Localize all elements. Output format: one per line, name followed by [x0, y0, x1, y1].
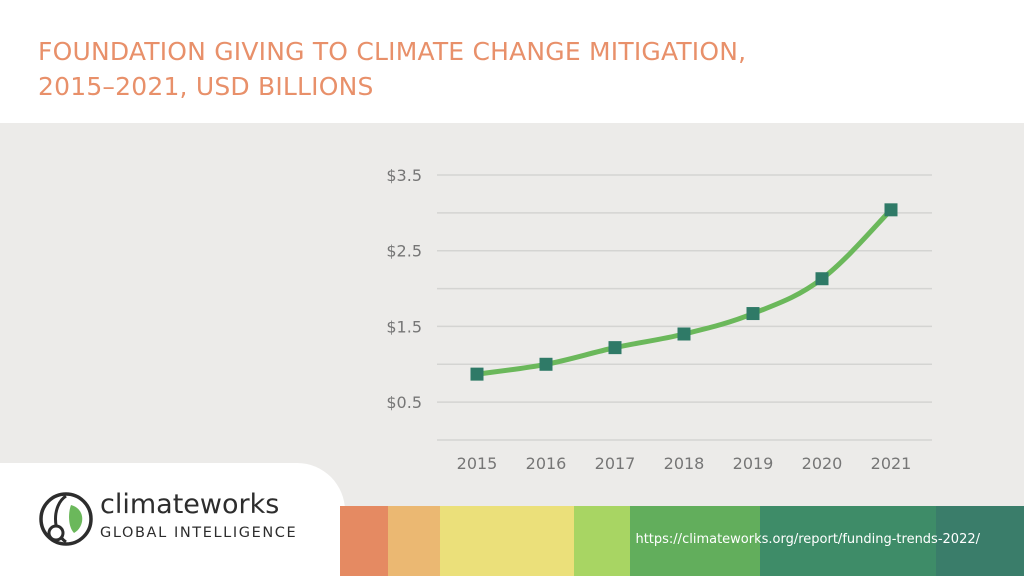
color-bar-segment: [340, 506, 388, 576]
color-bar-segment: [630, 506, 760, 576]
series-line: [474, 207, 894, 377]
color-bar-segment: [574, 506, 630, 576]
x-tick-label: 2017: [595, 454, 636, 473]
color-bar-segment: [388, 506, 440, 576]
climateworks-logo-icon: [39, 492, 93, 546]
chart-title-line-2: 2015–2021, USD BILLIONS: [38, 72, 374, 101]
y-tick-label: $0.5: [386, 393, 422, 412]
data-point-marker: [884, 203, 898, 217]
data-point-marker: [470, 367, 484, 381]
color-bar-segment: [440, 506, 574, 576]
line-chart: $3.5 $2.5 $1.5 $0.5 2015 2016 2017 2018 2019 2020…: [386, 166, 932, 473]
x-tick-label: 2019: [733, 454, 774, 473]
data-point-marker: [539, 357, 553, 371]
data-point-marker: [608, 341, 622, 355]
y-tick-label: $1.5: [386, 317, 422, 336]
x-tick-label: 2021: [871, 454, 912, 473]
color-bar-segment: [936, 506, 1024, 576]
y-tick-label: $3.5: [386, 166, 422, 185]
chart-title: FOUNDATION GIVING TO CLIMATE CHANGE MITI…: [38, 34, 746, 104]
logo-card: climateworks GLOBAL INTELLIGENCE: [0, 463, 345, 576]
x-tick-label: 2020: [802, 454, 843, 473]
color-bar: [340, 506, 1024, 576]
data-point-marker: [677, 327, 691, 341]
x-tick-label: 2015: [457, 454, 498, 473]
x-tick-label: 2016: [526, 454, 567, 473]
x-tick-label: 2018: [664, 454, 705, 473]
data-point-marker: [746, 307, 760, 321]
logo-name: climateworks: [100, 489, 280, 520]
data-point-marker: [815, 272, 829, 286]
source-link[interactable]: https://climateworks.org/report/funding-…: [635, 532, 980, 547]
color-bar-segment: [760, 506, 936, 576]
chart-title-line-1: FOUNDATION GIVING TO CLIMATE CHANGE MITI…: [38, 37, 747, 66]
logo-tagline: GLOBAL INTELLIGENCE: [100, 525, 298, 541]
y-tick-label: $2.5: [386, 242, 422, 261]
